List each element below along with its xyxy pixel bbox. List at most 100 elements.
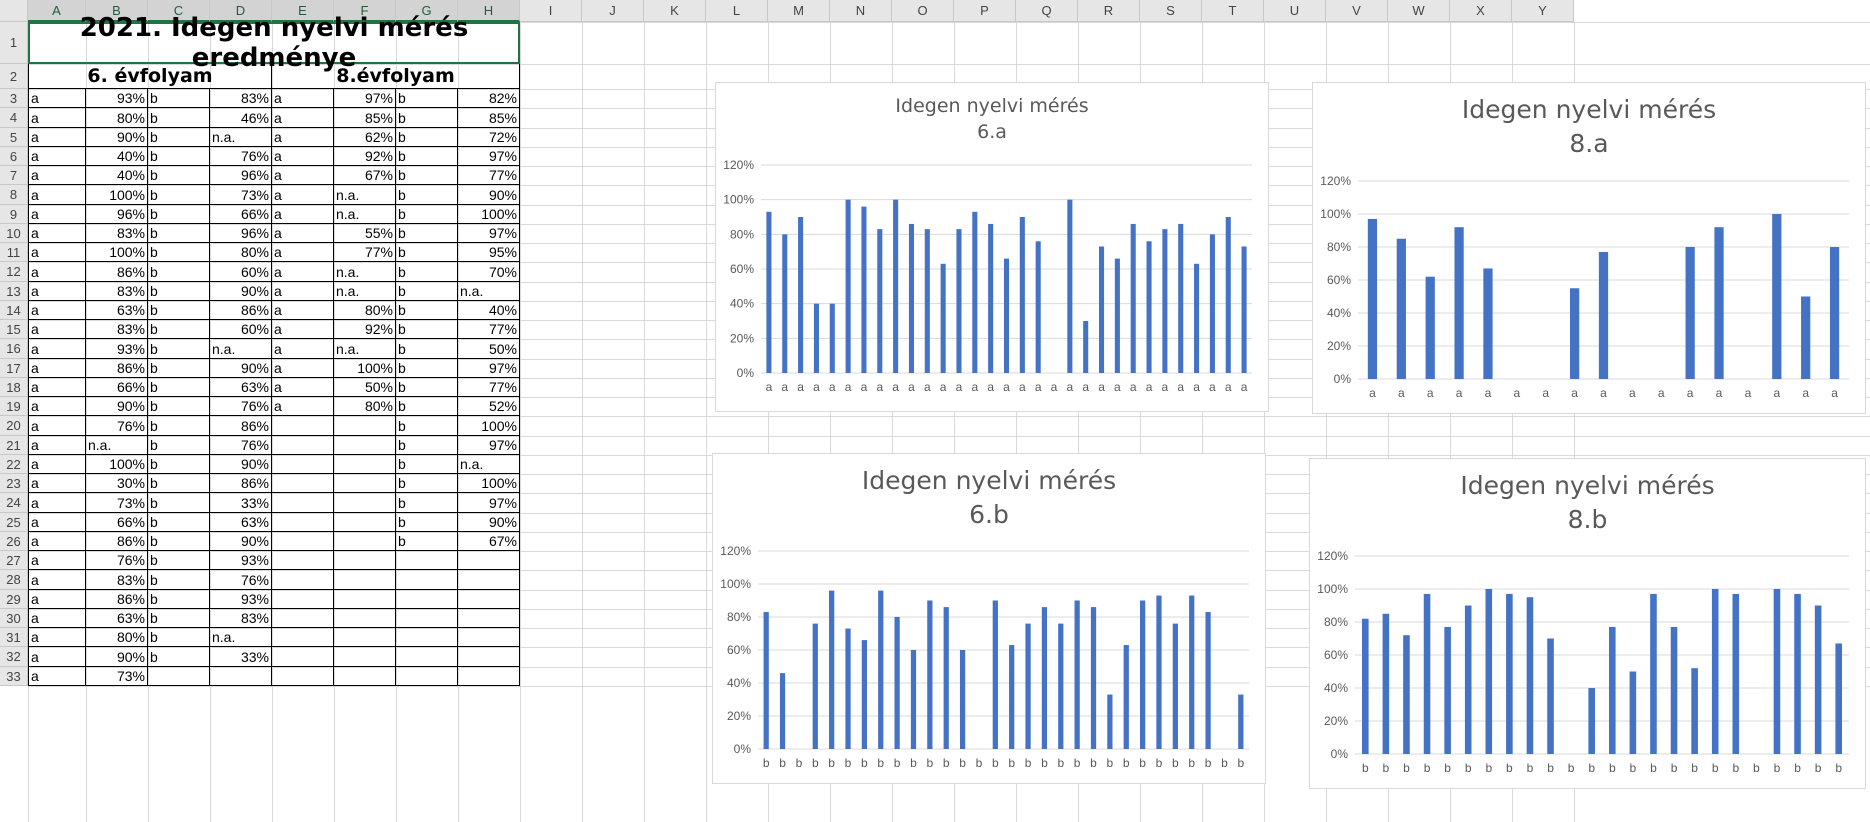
table-cell[interactable]: 63% [210,378,272,397]
column-header-r[interactable]: R [1078,0,1140,22]
table-cell[interactable]: 90% [210,282,272,301]
table-cell[interactable]: b [148,282,210,301]
table-cell[interactable]: b [148,532,210,551]
table-cell[interactable]: 90% [458,513,520,532]
chart-6a[interactable]: Idegen nyelvi mérés 6.a 0% 20% 40% 60% 80% 100%… [715,82,1269,412]
column-header-d[interactable]: D [210,0,272,22]
table-cell[interactable]: a [272,320,334,339]
chart-8b[interactable]: Idegen nyelvi mérés 8.b 0% 20% 40% 60% 80% 100%… [1309,458,1866,789]
table-cell[interactable] [396,628,458,647]
table-cell[interactable]: 86% [210,474,272,493]
table-cell[interactable]: a [28,609,86,628]
table-cell[interactable] [334,455,396,474]
table-cell[interactable]: 83% [210,609,272,628]
table-cell[interactable]: 86% [210,416,272,436]
table-cell[interactable]: n.a. [458,282,520,301]
bar[interactable] [972,211,978,373]
table-cell[interactable]: 86% [86,262,148,282]
row-header-22[interactable]: 22 [0,455,28,474]
column-header-i[interactable]: I [520,0,582,22]
table-cell[interactable]: b [396,474,458,493]
table-cell[interactable]: a [28,513,86,532]
table-cell[interactable]: b [396,436,458,455]
sheet-title[interactable]: 2021. Idegen nyelvi mérés eredménye [28,13,520,73]
table-cell[interactable]: a [272,243,334,262]
table-cell[interactable]: b [148,301,210,320]
table-cell[interactable]: b [148,339,210,359]
table-cell[interactable]: 86% [86,590,148,609]
table-cell[interactable]: 76% [86,416,148,436]
table-cell[interactable] [334,436,396,455]
bar[interactable] [1670,626,1678,754]
bar[interactable] [1483,268,1493,379]
column-header-e[interactable]: E [272,0,334,22]
table-cell[interactable]: 77% [458,320,520,339]
table-cell[interactable]: n.a. [210,628,272,647]
table-cell[interactable]: 55% [334,224,396,243]
bar[interactable] [1714,227,1724,379]
select-all-corner[interactable] [0,0,28,22]
row-header-24[interactable]: 24 [0,493,28,513]
table-cell[interactable] [334,493,396,513]
table-cell[interactable]: 80% [86,108,148,128]
table-cell[interactable]: b [148,493,210,513]
bar[interactable] [924,229,930,373]
table-cell[interactable] [272,436,334,455]
table-cell[interactable]: a [28,243,86,262]
table-cell[interactable]: 85% [458,108,520,128]
table-cell[interactable] [458,609,520,628]
bar[interactable] [1454,227,1464,379]
table-cell[interactable]: b [396,147,458,166]
table-cell[interactable]: 95% [458,243,520,262]
bar[interactable] [1194,263,1200,373]
table-cell[interactable]: b [148,166,210,185]
table-cell[interactable]: 92% [334,147,396,166]
table-cell[interactable]: a [272,378,334,397]
table-cell[interactable] [272,551,334,570]
bar[interactable] [1691,668,1698,754]
table-cell[interactable]: 73% [86,493,148,513]
bar[interactable] [1003,258,1010,373]
table-cell[interactable]: a [28,532,86,551]
table-cell[interactable]: 83% [86,224,148,243]
table-cell[interactable]: a [28,224,86,243]
table-cell[interactable]: 90% [86,397,148,416]
row-header-2[interactable]: 2 [0,64,28,89]
table-cell[interactable]: a [272,301,334,320]
table-cell[interactable]: b [148,89,210,108]
table-cell[interactable]: a [28,185,86,205]
table-cell[interactable]: a [272,147,334,166]
bar[interactable] [1773,589,1781,754]
bar[interactable] [1608,626,1616,754]
column-header-w[interactable]: W [1388,0,1450,22]
table-cell[interactable]: b [396,282,458,301]
table-cell[interactable]: a [28,416,86,436]
table-cell[interactable] [334,628,396,647]
table-cell[interactable]: b [148,513,210,532]
table-cell[interactable]: b [148,647,210,667]
bar[interactable] [1829,247,1840,379]
bar[interactable] [845,628,851,749]
bar[interactable] [1139,600,1146,750]
table-cell[interactable]: 40% [86,147,148,166]
bar[interactable] [1205,612,1211,749]
table-cell[interactable] [396,551,458,570]
table-cell[interactable]: 83% [86,320,148,339]
table-cell[interactable] [396,647,458,667]
bar[interactable] [1156,595,1162,749]
column-header-a[interactable]: A [28,0,86,22]
chart-6b[interactable]: Idegen nyelvi mérés 6.b 0% 20% 40% 60% 80% 100%… [712,453,1266,784]
bar[interactable] [1130,223,1136,373]
bar[interactable] [1814,605,1822,755]
bar[interactable] [908,223,915,373]
table-cell[interactable]: b [396,262,458,282]
table-cell[interactable]: 90% [86,647,148,667]
row-header-4[interactable]: 4 [0,108,28,128]
bar[interactable] [1162,229,1168,373]
column-header-p[interactable]: P [954,0,1016,22]
table-cell[interactable]: 100% [86,243,148,262]
table-cell[interactable] [396,609,458,628]
bar[interactable] [779,673,786,749]
row-header-30[interactable]: 30 [0,609,28,628]
bar[interactable] [763,612,769,749]
